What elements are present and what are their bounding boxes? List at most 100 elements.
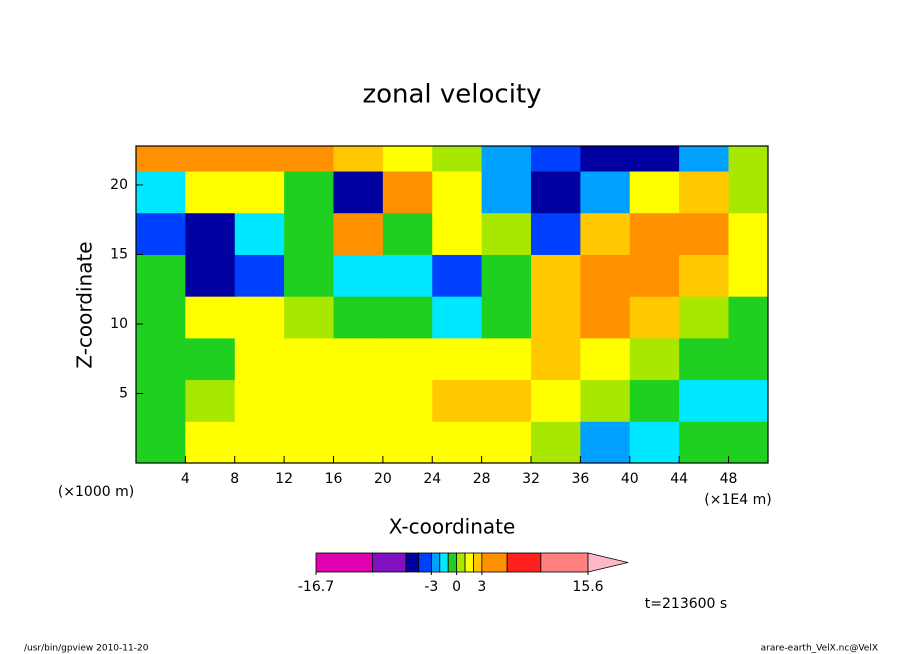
contour-cell [136,421,186,464]
colorbar-tick-label: 15.6 [572,579,603,595]
contour-cell [185,254,236,297]
x-tick-label: 48 [720,471,738,487]
colorbar-tick-label: 3 [477,579,486,595]
y-tick-label: 15 [110,246,128,262]
contour-cell [580,254,631,297]
contour-cell [284,212,334,255]
colorbar-tick-label: 0 [452,579,461,595]
contour-cell [531,421,581,464]
contour-cell [382,171,433,214]
contour-field [136,146,769,464]
x-tick-label: 44 [670,471,688,487]
contour-cell [580,296,631,339]
contour-cell [185,146,236,172]
plot-frame [135,145,769,464]
contour-cell [333,296,384,339]
contour-cell [284,379,334,422]
contour-cell [234,421,285,464]
contour-cell [531,337,581,381]
colorbar-segment [405,552,420,573]
contour-cell [629,212,680,255]
contour-cell [284,337,334,381]
contour-cell [234,254,285,297]
contour-cell [531,171,581,214]
contour-cell [333,171,384,214]
contour-cell [629,296,680,339]
contour-cell [728,171,769,214]
colorbar-tick-label: -3 [424,579,438,595]
contour-cell [185,296,236,339]
colorbar-segment [439,552,449,573]
colorbar-segment [315,552,373,573]
y-unit: (×1000 m) [58,484,134,500]
contour-cell [679,171,729,214]
contour-cell [531,146,581,172]
colorbar-segment [473,552,483,573]
contour-cell [234,337,285,381]
contour-cell [531,212,581,255]
contour-cell [136,296,186,339]
contour-cell [382,379,433,422]
contour-cell [679,212,729,255]
colorbar-tick-label: -16.7 [298,579,334,595]
contour-cell [432,421,483,464]
contour-cell [679,379,729,422]
contour-cell [728,212,769,255]
contour-cell [382,254,433,297]
colorbar-segment [540,552,589,573]
contour-cell [481,254,532,297]
contour-cell [234,171,285,214]
contour-cell [481,337,532,381]
x-tick-label: 40 [621,471,639,487]
contour-cell [580,337,631,381]
contour-cell [382,212,433,255]
y-tick-label: 10 [110,316,128,332]
contour-cell [333,337,384,381]
contour-cell [136,146,186,172]
colorbar-segment [481,552,508,573]
contour-cell [284,296,334,339]
contour-cell [234,146,285,172]
contour-cell [432,254,483,297]
contour-cell [333,212,384,255]
y-tick-label: 5 [119,385,128,401]
colorbar-segment [447,552,458,573]
x-tick-label: 12 [275,471,293,487]
chart-title: zonal velocity [362,80,541,110]
contour-cell [629,146,680,172]
contour-cell [432,171,483,214]
y-tick-label: 20 [110,177,128,193]
contour-cell [185,212,236,255]
contour-cell [185,337,236,381]
contour-cell [432,296,483,339]
contour-cell [580,212,631,255]
contour-cell [531,379,581,422]
x-tick-label: 32 [522,471,540,487]
contour-cell [629,421,680,464]
contour-cell [679,254,729,297]
x-tick-label: 4 [181,471,190,487]
contour-cell [136,337,186,381]
colorbar-segment [418,552,432,573]
contour-cell [481,379,532,422]
contour-cell [333,421,384,464]
colorbar-segment [464,552,474,573]
contour-cell [382,296,433,339]
contour-cell [481,171,532,214]
contour-cell [382,337,433,381]
colorbar-segment [430,552,441,573]
contour-cell [284,421,334,464]
contour-cell [185,171,236,214]
contour-cell [531,254,581,297]
contour-cell [679,337,729,381]
contour-cell [284,146,334,172]
contour-cell [580,171,631,214]
contour-cell [333,379,384,422]
colorbar-segment [372,552,407,573]
colorbar-extension [587,552,629,573]
contour-cell [580,421,631,464]
contour-cell [580,379,631,422]
contour-cell [136,379,186,422]
